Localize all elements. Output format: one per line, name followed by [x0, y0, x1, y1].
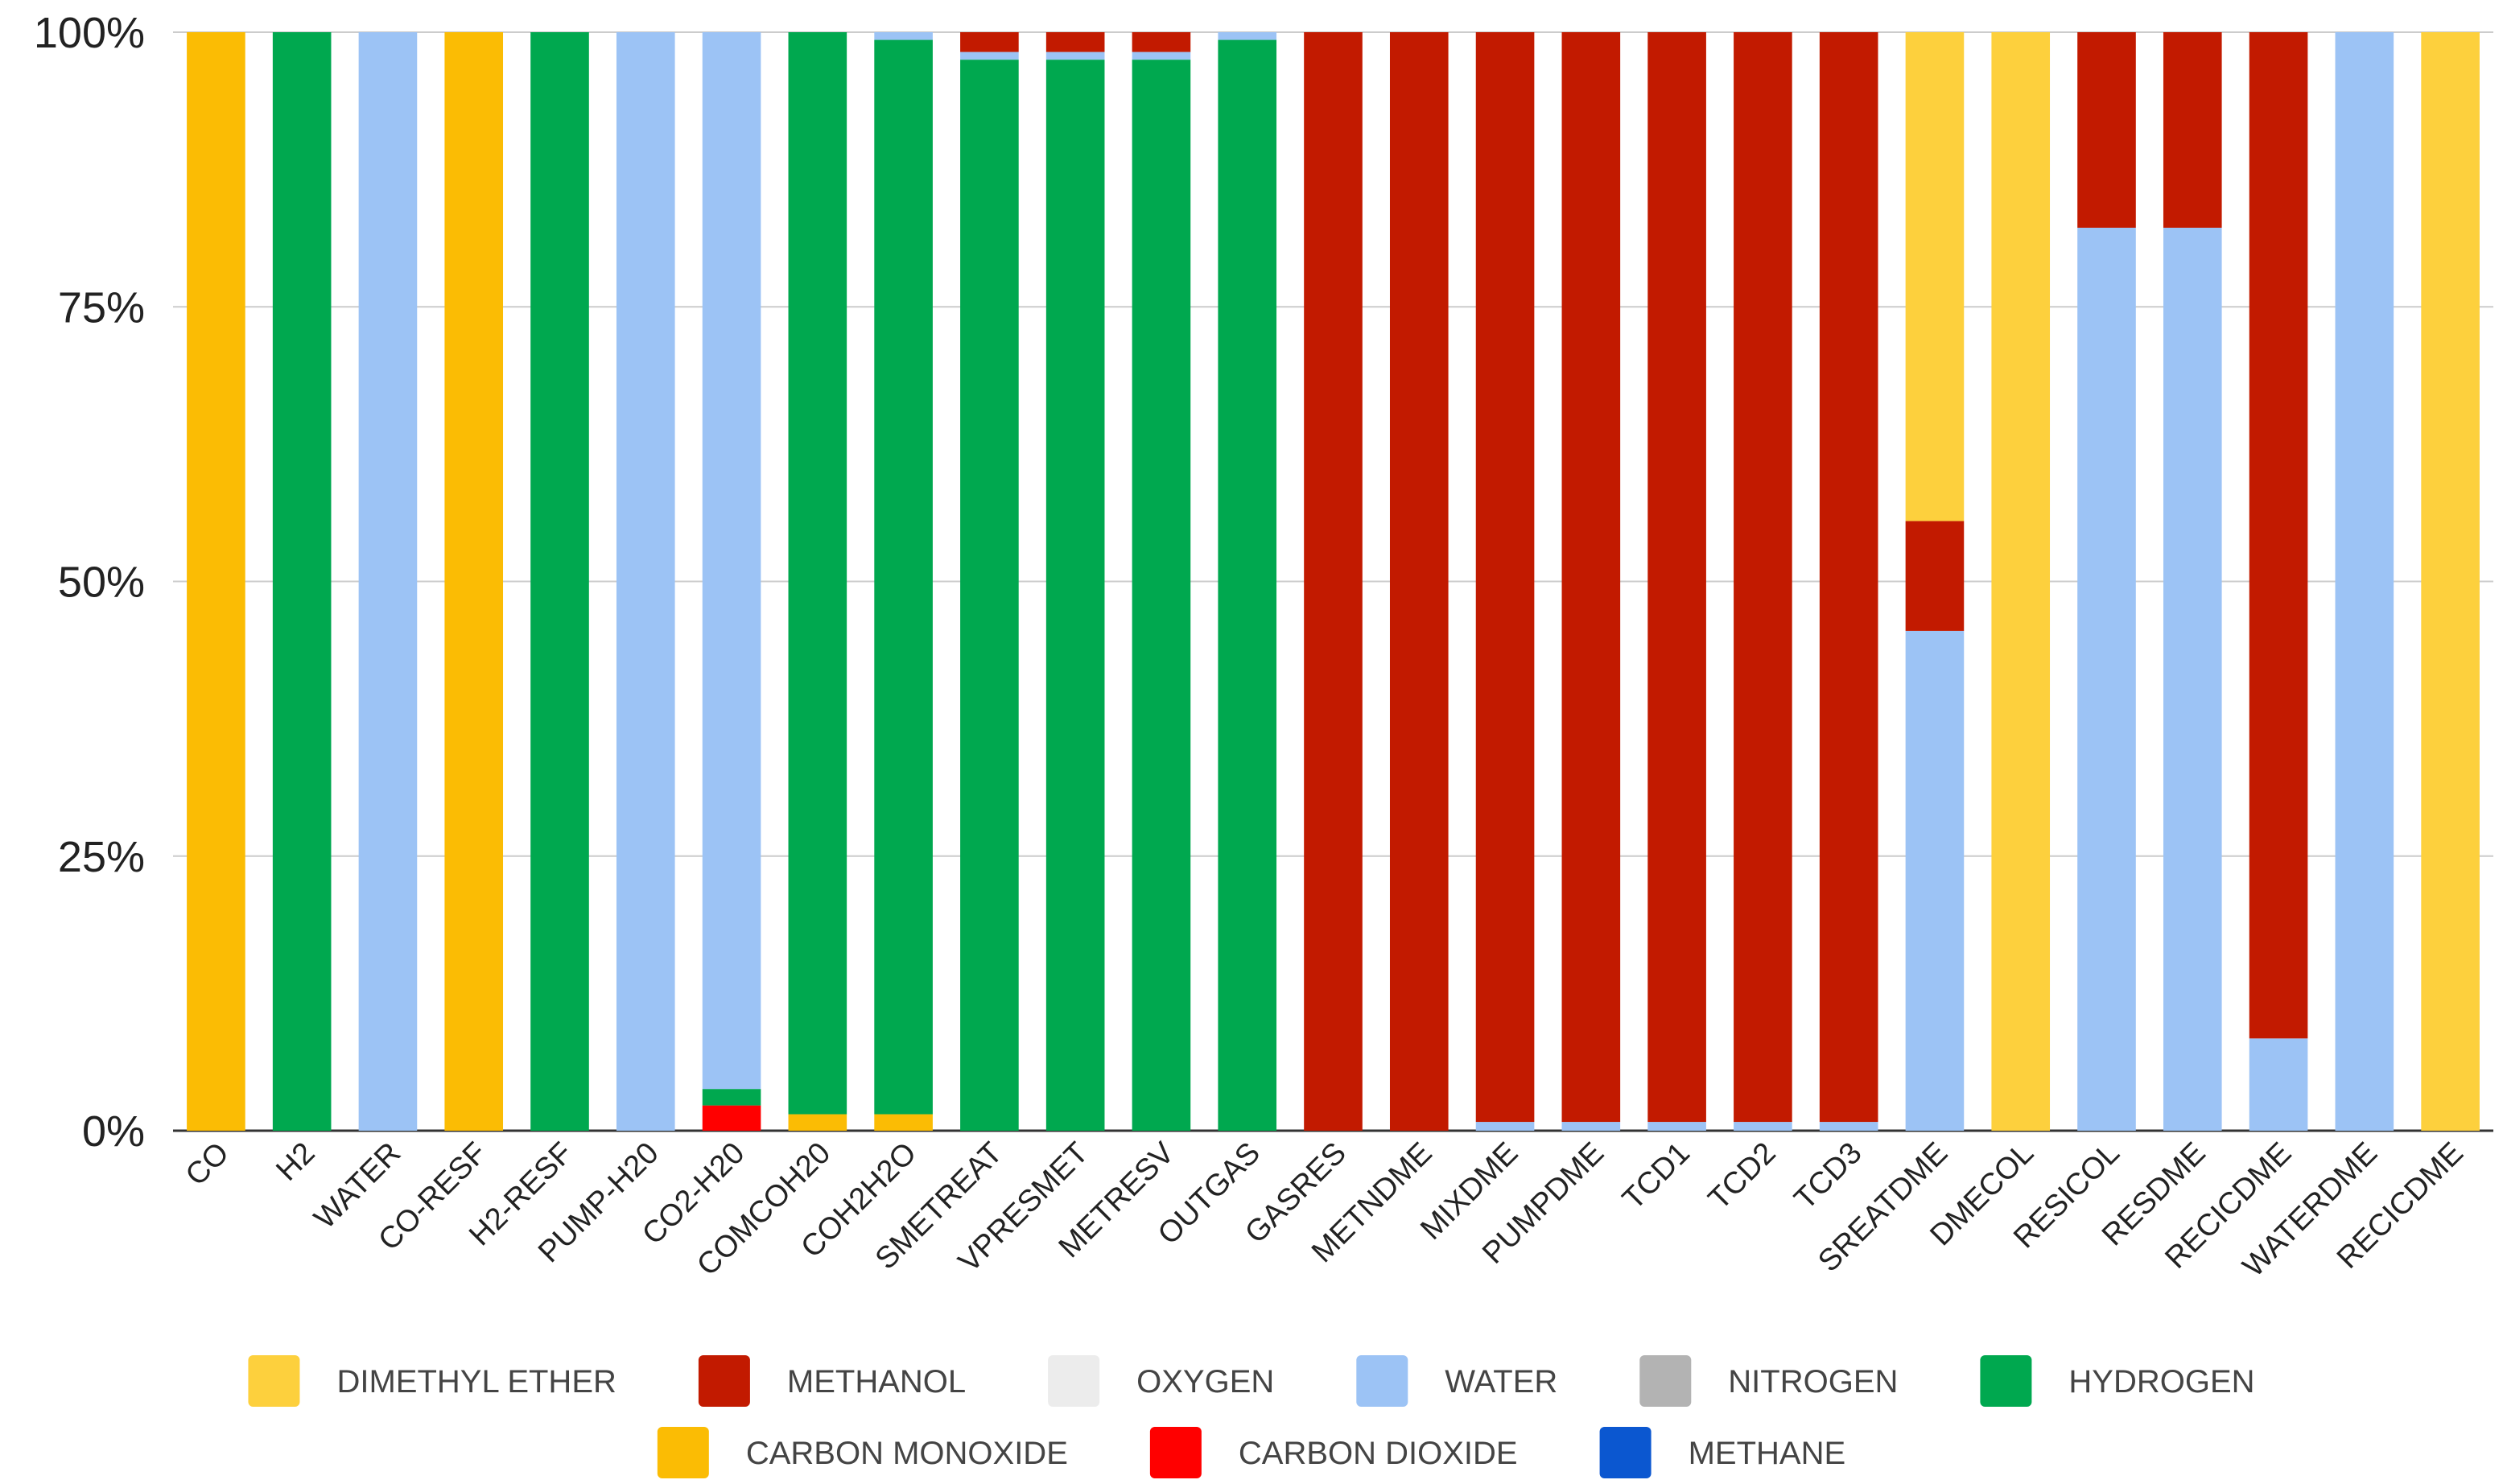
legend-label-hydrogen: HYDROGEN	[2068, 1364, 2254, 1399]
y-tick-label: 25%	[58, 833, 145, 881]
bar-segment-pumpdme-methanol	[1561, 32, 1621, 1123]
legend-label-dimethyl-ether: DIMETHYL ETHER	[336, 1364, 616, 1399]
bar-segment-recicdme-water	[2249, 1038, 2308, 1131]
legend-swatch-carbon-dioxide	[1149, 1427, 1202, 1478]
bar-segment-coh2h2o-carbon-monoxide	[874, 1114, 933, 1131]
bar-segment-tcd3-methanol	[1819, 32, 1878, 1123]
bar-segment-recicdme-dimethyl-ether	[2421, 32, 2480, 1131]
bar-segment-co2-h20-hydrogen	[702, 1089, 761, 1106]
bar-segment-resdme-water	[2163, 227, 2222, 1132]
bar-segment-tcd1-water	[1647, 1122, 1706, 1131]
bar-segment-dmecol-dimethyl-ether	[1991, 32, 2051, 1131]
legend-label-carbon-monoxide: CARBON MONOXIDE	[746, 1436, 1068, 1471]
legend: DIMETHYL ETHER METHANOL OXYGEN WATER NITROGE…	[248, 1355, 2255, 1478]
bar-segment-tcd1-methanol	[1647, 32, 1706, 1123]
bar-segment-pumpdme-water	[1561, 1122, 1621, 1131]
bar-segment-vpresmet-hydrogen	[1045, 60, 1105, 1131]
bar-segment-mixdme-water	[1475, 1122, 1535, 1131]
legend-swatch-oxygen	[1048, 1355, 1100, 1407]
bar-segment-pump-h20-water	[616, 32, 675, 1131]
bar-segment-sreatdme-water	[1905, 630, 1965, 1131]
legend-swatch-methane	[1599, 1427, 1651, 1478]
bar-segment-vpresmet-water	[1045, 52, 1105, 60]
bar-segment-smetreat-methanol	[960, 32, 1019, 52]
x-tick-label: TCD1	[1616, 1136, 1697, 1217]
bar-segment-metresv-methanol	[1132, 32, 1191, 52]
legend-label-water: WATER	[1445, 1364, 1557, 1399]
x-tick-label: TCD3	[1788, 1136, 1869, 1217]
bar-segment-mixdme-methanol	[1475, 32, 1535, 1123]
bars	[187, 32, 2480, 1132]
legend-swatch-methanol	[698, 1355, 750, 1407]
legend-swatch-water	[1356, 1355, 1408, 1407]
bar-segment-resicol-methanol	[2077, 32, 2136, 228]
bar-segment-sreatdme-methanol	[1905, 521, 1965, 631]
y-tick-label: 50%	[58, 559, 145, 607]
bar-segment-h2-resf-hydrogen	[530, 32, 589, 1131]
bar-segment-resicol-water	[2077, 227, 2136, 1132]
y-axis-ticks: 0% 25% 50% 75% 100%	[34, 9, 145, 1156]
y-tick-label: 0%	[82, 1107, 145, 1156]
legend-swatch-dimethyl-ether	[248, 1355, 300, 1407]
x-tick-label: CO	[179, 1136, 236, 1193]
bar-segment-vpresmet-methanol	[1045, 32, 1105, 52]
bar-segment-gasres-methanol	[1304, 32, 1363, 1131]
legend-swatch-hydrogen	[1980, 1355, 2032, 1407]
x-tick-label: H2	[270, 1136, 321, 1188]
bar-segment-co2-h20-water	[702, 32, 761, 1090]
bar-segment-sreatdme-dimethyl-ether	[1905, 32, 1965, 521]
bar-segment-metndme-methanol	[1389, 32, 1449, 1131]
bar-segment-outgas-water	[1218, 32, 1277, 40]
bar-segment-smetreat-hydrogen	[960, 60, 1019, 1131]
x-axis-ticks: CO H2WATERCO-RESFH2-RESFPUMP-H20CO2-H20CO…	[179, 1136, 2470, 1284]
legend-label-methane: METHANE	[1689, 1436, 1846, 1471]
bar-segment-co-resf-carbon-monoxide	[444, 32, 504, 1131]
bar-segment-co-carbon-monoxide	[187, 32, 245, 1131]
legend-swatch-carbon-monoxide	[657, 1427, 709, 1478]
legend-label-carbon-dioxide: CARBON DIOXIDE	[1239, 1436, 1518, 1471]
bar-segment-coh2h2o-water	[874, 32, 933, 40]
bar-segment-metresv-hydrogen	[1132, 60, 1191, 1131]
bar-segment-metresv-water	[1132, 52, 1191, 60]
bar-segment-smetreat-water	[960, 52, 1019, 60]
bar-segment-co2-h20-carbon-dioxide	[702, 1105, 761, 1131]
legend-label-oxygen: OXYGEN	[1136, 1364, 1274, 1399]
y-tick-label: 100%	[34, 9, 145, 57]
legend-label-methanol: METHANOL	[787, 1364, 966, 1399]
bar-segment-waterdme-water	[2335, 32, 2394, 1131]
bar-segment-tcd2-methanol	[1734, 32, 1792, 1123]
bar-segment-outgas-hydrogen	[1218, 39, 1277, 1131]
y-tick-label: 75%	[58, 283, 145, 332]
bar-segment-h2-hydrogen	[272, 32, 332, 1131]
bar-segment-comcoh20-carbon-monoxide	[788, 1114, 847, 1131]
bar-segment-tcd3-water	[1819, 1122, 1878, 1131]
bar-segment-comcoh20-hydrogen	[788, 32, 847, 1115]
legend-label-nitrogen: NITROGEN	[1728, 1364, 1898, 1399]
bar-segment-coh2h2o-hydrogen	[874, 39, 933, 1115]
bar-segment-tcd2-water	[1734, 1122, 1792, 1131]
bar-segment-recicdme-methanol	[2249, 32, 2308, 1039]
x-tick-label: TCD2	[1702, 1136, 1783, 1217]
bar-segment-water-water	[358, 32, 418, 1131]
bar-segment-resdme-methanol	[2163, 32, 2222, 228]
legend-swatch-nitrogen	[1639, 1355, 1692, 1407]
